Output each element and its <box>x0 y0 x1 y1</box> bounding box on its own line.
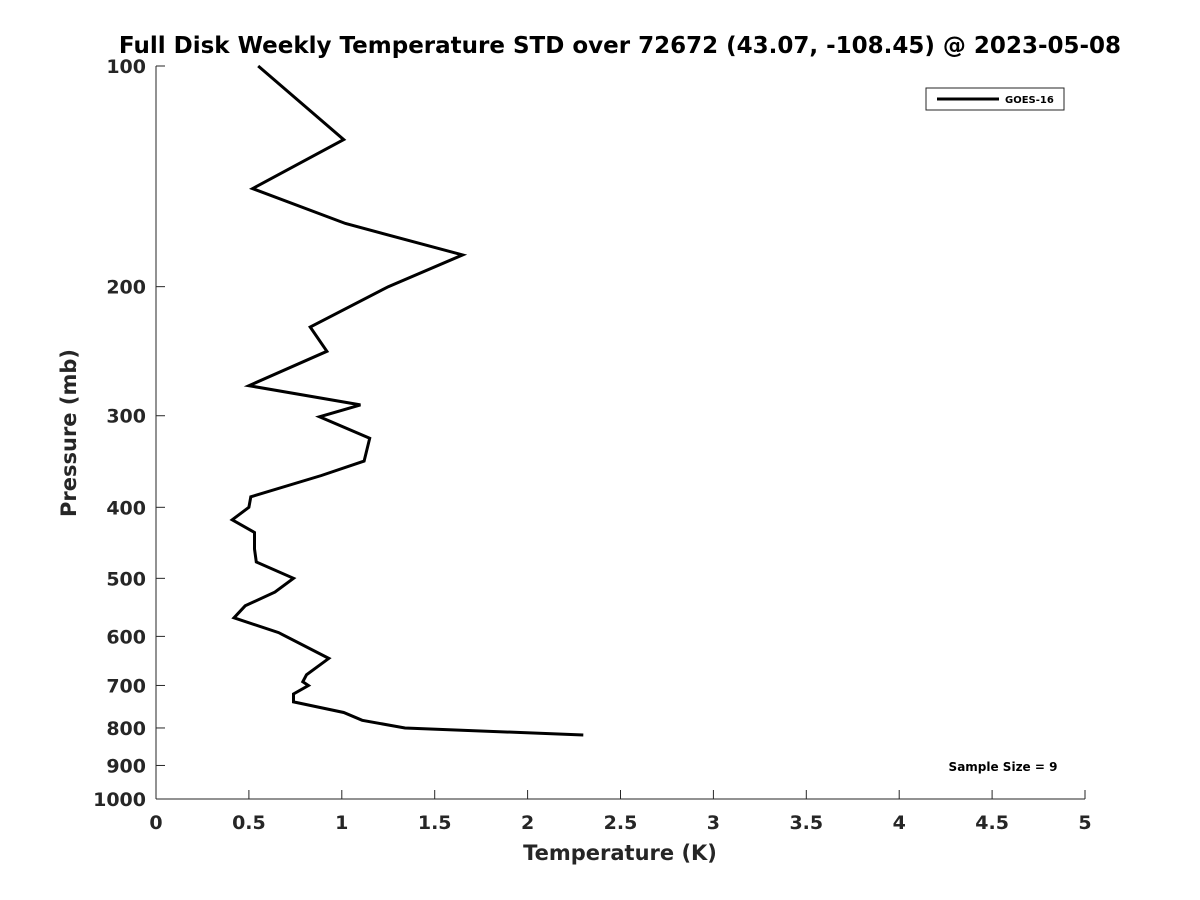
y-tick-label: 800 <box>106 718 146 740</box>
x-tick-label: 1.5 <box>418 812 452 834</box>
y-axis-ticks: 100 200 300 400 500 600 700 800 900 1000 <box>93 56 165 811</box>
x-tick-label: 4 <box>893 812 906 834</box>
legend-label-goes-16: GOES-16 <box>1005 95 1054 106</box>
x-tick-label: 5 <box>1078 812 1091 834</box>
y-tick-label: 200 <box>106 277 146 299</box>
y-tick-label: 500 <box>106 568 146 590</box>
y-tick-label: 400 <box>106 497 146 519</box>
y-axis-title: Pressure (mb) <box>57 349 81 517</box>
chart-title: Full Disk Weekly Temperature STD over 72… <box>119 33 1121 59</box>
x-tick-label: 2 <box>521 812 534 834</box>
sample-size-annotation: Sample Size = 9 <box>949 760 1058 774</box>
y-tick-label: 700 <box>106 675 146 697</box>
x-axis-ticks: 0 0.5 1 1.5 2 2.5 3 3.5 4 4.5 5 <box>149 790 1092 834</box>
y-tick-label: 1000 <box>93 789 146 811</box>
y-tick-label: 600 <box>106 626 146 648</box>
x-axis-title: Temperature (K) <box>523 841 717 865</box>
x-tick-label: 0 <box>149 812 162 834</box>
axes <box>155 66 1085 800</box>
x-tick-label: 1 <box>335 812 348 834</box>
series-layer <box>229 64 584 737</box>
y-tick-label: 300 <box>106 406 146 428</box>
y-tick-label: 100 <box>106 56 146 78</box>
x-tick-label: 3.5 <box>789 812 823 834</box>
series-line-goes-16 <box>229 64 584 737</box>
x-tick-label: 0.5 <box>232 812 266 834</box>
x-tick-label: 4.5 <box>975 812 1009 834</box>
y-tick-label: 900 <box>106 755 146 777</box>
x-tick-label: 3 <box>707 812 720 834</box>
x-tick-label: 2.5 <box>604 812 638 834</box>
legend: GOES-16 <box>925 87 1065 111</box>
